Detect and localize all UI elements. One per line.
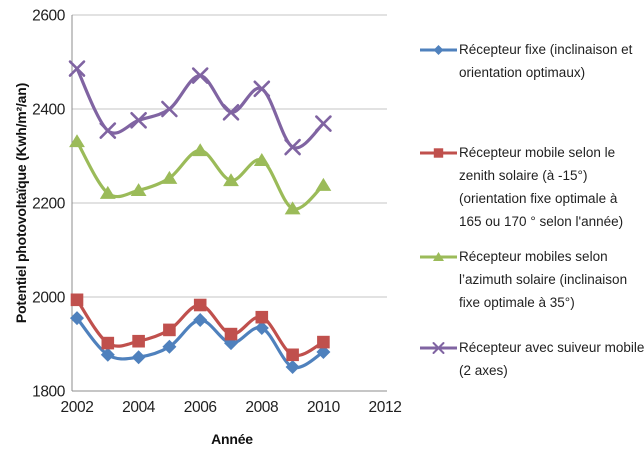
series-1-marker bbox=[193, 298, 207, 312]
series-2-marker bbox=[315, 177, 332, 191]
series-0-marker bbox=[285, 360, 300, 374]
series-2-marker bbox=[130, 183, 147, 197]
series-3-marker bbox=[68, 60, 86, 77]
series-0-marker bbox=[70, 311, 84, 326]
legend-marker-x-icon bbox=[420, 342, 457, 354]
series-2-marker bbox=[253, 153, 270, 166]
series-1-marker bbox=[70, 293, 84, 307]
series-1-marker bbox=[101, 336, 115, 350]
series-1-marker bbox=[317, 335, 330, 349]
series-2-marker bbox=[99, 185, 116, 199]
x-tick-label: 2006 bbox=[184, 399, 217, 416]
series-1-marker bbox=[163, 323, 176, 337]
series-3-marker bbox=[161, 100, 178, 118]
series-2-marker bbox=[161, 170, 178, 184]
legend-entry-3: Récepteur avec suiveur mobile (2 axes) bbox=[420, 336, 644, 382]
x-axis-title: Année bbox=[211, 431, 253, 447]
series-2-marker bbox=[284, 201, 301, 215]
legend-label: Récepteur avec suiveur mobile (2 axes) bbox=[459, 340, 644, 378]
series-2-marker bbox=[192, 143, 209, 157]
series-3-marker bbox=[222, 104, 240, 121]
series-0-marker bbox=[131, 350, 146, 365]
legend: Récepteur fixe (inclinaison et orientati… bbox=[420, 0, 644, 456]
series-1-marker bbox=[286, 348, 299, 362]
y-tick-label: 1800 bbox=[32, 384, 66, 401]
legend-marker-glyph bbox=[433, 252, 444, 261]
series-1-marker bbox=[224, 327, 238, 341]
legend-marker-glyph bbox=[433, 45, 444, 55]
y-tick-label: 2600 bbox=[32, 8, 66, 25]
y-axis-title: Potentiel photovoltaïque (Kwh/m²/an) bbox=[13, 83, 29, 323]
series-3-marker bbox=[99, 122, 117, 139]
legend-marker-triangle-icon bbox=[420, 252, 457, 261]
legend-marker-diamond-icon bbox=[420, 45, 457, 55]
legend-label: Récepteur fixe (inclinaison et orientati… bbox=[459, 42, 633, 80]
series-0-marker bbox=[100, 347, 115, 362]
series-0-marker bbox=[193, 313, 208, 327]
series-layer bbox=[68, 60, 332, 374]
legend-marker-glyph bbox=[433, 148, 444, 158]
series-0-marker bbox=[162, 339, 177, 354]
series-3-marker bbox=[315, 115, 332, 132]
y-tick-label: 2200 bbox=[32, 196, 66, 213]
y-tick-label: 2400 bbox=[32, 102, 66, 119]
legend-entry-1: Récepteur mobile selon le zenith solaire… bbox=[420, 141, 623, 233]
legend-label: Récepteur mobile selon le zenith solaire… bbox=[459, 145, 624, 229]
series-2-marker bbox=[223, 173, 239, 187]
series-1-marker bbox=[132, 334, 145, 348]
series-2-marker bbox=[69, 134, 85, 148]
legend-entry-2: Récepteur mobiles selon l’azimuth solair… bbox=[420, 245, 627, 314]
series-0-marker bbox=[316, 345, 331, 359]
x-tick-label: 2010 bbox=[307, 399, 341, 416]
x-tick-label: 2012 bbox=[369, 399, 402, 416]
legend-marker-square-icon bbox=[420, 148, 457, 158]
series-3-marker bbox=[253, 80, 271, 98]
series-3-marker bbox=[130, 112, 147, 129]
legend-marker-glyph bbox=[432, 342, 445, 354]
series-1-marker bbox=[255, 310, 269, 324]
x-tick-label: 2004 bbox=[122, 399, 156, 416]
tick-layer: 1800 2000 2200 2400 2600 2002 2004 2006 2008 2010… bbox=[32, 8, 402, 417]
x-tick-label: 2002 bbox=[61, 399, 94, 416]
series-3-marker bbox=[191, 67, 209, 84]
plot-area: 1800 2000 2200 2400 2600 2002 2004 2006 2008 2010… bbox=[13, 8, 402, 448]
series-0-marker bbox=[254, 321, 269, 335]
series-3-marker bbox=[284, 138, 301, 156]
legend-entry-0: Récepteur fixe (inclinaison et orientati… bbox=[420, 38, 632, 84]
x-tick-label: 2008 bbox=[245, 399, 278, 416]
y-tick-label: 2000 bbox=[32, 290, 66, 307]
legend-label: Récepteur mobiles selon l’azimuth solair… bbox=[459, 249, 628, 310]
